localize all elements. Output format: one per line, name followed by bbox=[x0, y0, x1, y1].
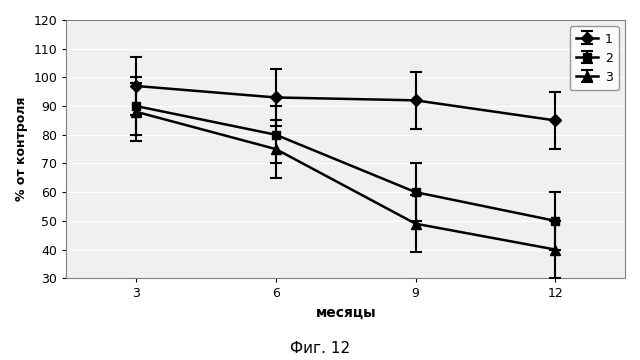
X-axis label: месяцы: месяцы bbox=[316, 306, 376, 320]
Legend: 1, 2, 3: 1, 2, 3 bbox=[570, 26, 619, 90]
Y-axis label: % от контроля: % от контроля bbox=[15, 97, 28, 201]
Text: Фиг. 12: Фиг. 12 bbox=[290, 341, 350, 356]
